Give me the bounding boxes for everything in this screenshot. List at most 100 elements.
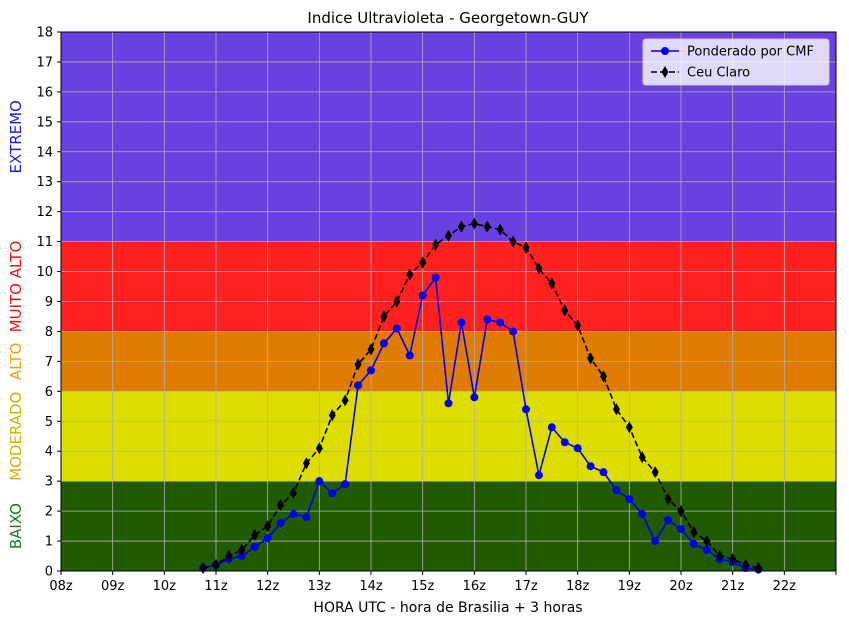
data-point bbox=[664, 516, 673, 525]
x-tick-label: 16z bbox=[463, 579, 487, 594]
chart-title: Indice Ultravioleta - Georgetown-GUY bbox=[307, 9, 589, 27]
data-point bbox=[677, 505, 685, 518]
series-layer bbox=[199, 217, 763, 575]
data-point bbox=[418, 291, 427, 300]
band-label: EXTREMO bbox=[7, 100, 25, 173]
data-point bbox=[651, 537, 660, 546]
y-tick-label: 15 bbox=[36, 115, 53, 130]
data-point bbox=[483, 220, 491, 233]
x-tick-label: 17z bbox=[514, 579, 538, 594]
data-point bbox=[625, 495, 634, 504]
data-point bbox=[522, 405, 530, 414]
x-tick-label: 10z bbox=[153, 579, 177, 594]
x-axis-label: HORA UTC - hora de Brasilia + 3 horas bbox=[313, 600, 582, 616]
legend-label: Ponderado por CMF bbox=[687, 45, 814, 60]
x-axis: 08z 09z 10z 11z 12z 13z 14z 15z 16z 17z 18z 19z 20z 2… bbox=[49, 571, 837, 594]
data-point bbox=[328, 409, 336, 422]
band-0 bbox=[61, 481, 836, 571]
data-point bbox=[716, 550, 724, 563]
legend-marker bbox=[661, 47, 669, 55]
data-point bbox=[432, 238, 440, 251]
band-label: MODERADO bbox=[7, 392, 25, 481]
y-tick-label: 8 bbox=[45, 325, 53, 340]
data-point bbox=[561, 304, 569, 317]
data-point bbox=[509, 327, 518, 336]
data-point bbox=[315, 442, 323, 455]
x-tick-label: 18z bbox=[566, 579, 590, 594]
data-point bbox=[380, 310, 388, 323]
y-tick-label: 0 bbox=[45, 565, 53, 580]
data-point bbox=[276, 519, 285, 528]
data-point bbox=[600, 370, 607, 383]
data-point bbox=[290, 487, 297, 500]
data-point bbox=[612, 486, 621, 495]
data-point bbox=[419, 256, 427, 269]
data-point bbox=[302, 457, 310, 470]
y-tick-label: 7 bbox=[45, 355, 53, 370]
y-tick-label: 12 bbox=[36, 205, 53, 220]
y-tick-label: 14 bbox=[36, 145, 53, 160]
data-point bbox=[405, 351, 414, 360]
x-tick-label: 11z bbox=[204, 579, 228, 594]
legend-box bbox=[642, 38, 830, 86]
data-point bbox=[341, 480, 350, 489]
y-tick-label: 9 bbox=[45, 295, 53, 310]
data-point bbox=[729, 553, 737, 566]
data-point bbox=[225, 550, 233, 563]
y-tick-label: 4 bbox=[45, 445, 53, 460]
data-point bbox=[277, 499, 285, 512]
x-tick-label: 14z bbox=[359, 579, 383, 594]
data-point bbox=[509, 235, 517, 248]
data-point bbox=[702, 546, 711, 555]
grid-lines bbox=[60, 31, 837, 572]
x-tick-label: 15z bbox=[411, 579, 435, 594]
data-point bbox=[547, 423, 556, 432]
data-point bbox=[470, 217, 478, 230]
y-tick-label: 18 bbox=[36, 26, 53, 41]
legend-marker bbox=[661, 66, 669, 78]
data-point bbox=[560, 438, 569, 447]
x-tick-label: 09z bbox=[101, 579, 125, 594]
data-point bbox=[535, 262, 543, 275]
y-tick-label: 2 bbox=[45, 505, 53, 520]
data-point bbox=[457, 220, 465, 233]
data-point bbox=[379, 339, 388, 348]
data-point bbox=[587, 352, 595, 365]
data-point bbox=[264, 520, 272, 533]
band-label: MUITO ALTO bbox=[7, 241, 25, 333]
data-point bbox=[393, 295, 401, 308]
data-point bbox=[689, 540, 698, 549]
data-point bbox=[302, 513, 311, 522]
data-point bbox=[444, 399, 453, 408]
legend-label: Ceu Claro bbox=[687, 66, 750, 81]
x-tick-label: 12z bbox=[256, 579, 280, 594]
band-label: BAIXO bbox=[7, 503, 25, 549]
data-point bbox=[690, 526, 698, 539]
data-point bbox=[251, 529, 259, 542]
data-point bbox=[496, 223, 504, 236]
data-point bbox=[703, 535, 711, 548]
data-point bbox=[315, 477, 324, 486]
x-tick-label: 13z bbox=[308, 579, 332, 594]
data-point bbox=[263, 534, 272, 543]
data-point bbox=[664, 493, 672, 506]
data-point bbox=[367, 366, 375, 375]
band-3 bbox=[61, 241, 836, 332]
data-point bbox=[586, 462, 595, 471]
y-tick-label: 17 bbox=[36, 55, 53, 70]
data-point bbox=[677, 525, 685, 534]
data-point bbox=[599, 468, 608, 477]
data-point bbox=[574, 319, 582, 332]
data-point bbox=[445, 229, 452, 242]
series-line bbox=[202, 222, 759, 569]
data-point bbox=[354, 358, 362, 371]
data-point bbox=[573, 444, 582, 453]
y-tick-label: 10 bbox=[36, 265, 53, 280]
data-point bbox=[496, 318, 505, 327]
data-point bbox=[483, 315, 492, 324]
data-point bbox=[625, 421, 633, 434]
data-point bbox=[470, 393, 479, 402]
x-tick-label: 22z bbox=[773, 579, 797, 594]
band-label: ALTO bbox=[7, 343, 25, 381]
